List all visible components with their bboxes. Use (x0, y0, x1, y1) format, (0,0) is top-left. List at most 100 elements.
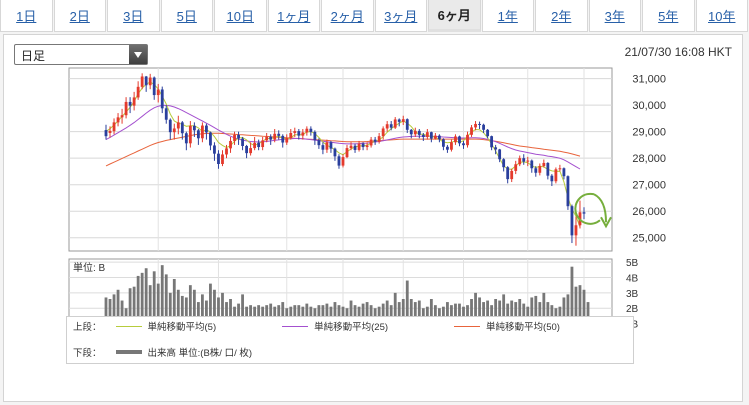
candle-body (574, 225, 578, 236)
candle-body (285, 138, 289, 143)
price-y-tick-label: 30,000 (632, 100, 666, 112)
candle-body (361, 143, 365, 148)
candle-body (265, 136, 269, 141)
candle-body (245, 145, 248, 154)
candle-body (474, 123, 477, 128)
candle-body (486, 129, 490, 137)
candle-body (466, 134, 469, 146)
annotation-arrow-shaft (593, 193, 607, 223)
volume-bar (176, 289, 180, 339)
candle-body (506, 167, 510, 180)
tab-2[interactable]: 2日 (53, 0, 106, 32)
tab-9[interactable]: 6ヶ月 (428, 0, 481, 32)
candle-body (321, 145, 325, 150)
tab-6[interactable]: 1ヶ月 (267, 0, 320, 32)
legend-ma50-label: 単純移動平均(50) (486, 322, 560, 333)
candle-body (132, 97, 136, 106)
candle-body (554, 169, 558, 182)
candle-body (229, 140, 232, 149)
candle-body (478, 123, 481, 125)
tab-11[interactable]: 2年 (535, 0, 588, 32)
candle-body (357, 143, 361, 150)
chart-type-select[interactable]: 日足 (14, 44, 148, 65)
tab-14[interactable]: 10年 (695, 0, 748, 32)
candle-body (156, 89, 160, 96)
candle-body (437, 135, 441, 140)
price-y-tick-label: 31,000 (632, 74, 666, 86)
legend-lower-label: 下段： (73, 348, 102, 359)
candle-body (526, 160, 530, 162)
candle-body (301, 132, 305, 136)
candle-body (409, 129, 413, 135)
candle-body (353, 145, 357, 150)
volume-y-tick-label: 3B (626, 289, 639, 300)
candle-body (518, 158, 522, 165)
candle-body (498, 149, 502, 160)
candle-body (213, 145, 216, 154)
candle-body (200, 125, 204, 139)
candle-body (148, 77, 152, 86)
volume-bar (542, 292, 546, 339)
volume-bar (132, 286, 136, 339)
candle-body (253, 142, 257, 149)
tab-12[interactable]: 3年 (588, 0, 641, 32)
candle-body (534, 168, 538, 173)
tab-10[interactable]: 1年 (481, 0, 534, 32)
legend-item-ma25: 単純移動平均(25) (268, 319, 388, 333)
tab-8[interactable]: 3ヶ月 (374, 0, 427, 32)
candle-body (168, 119, 172, 133)
candle-body (365, 145, 369, 148)
candle-body (164, 108, 168, 120)
volume-bar (152, 271, 156, 339)
volume-unit-label: 単位: B (73, 261, 106, 274)
legend-volume-label: 出来高 単位:(B株/ 口/ 枚) (147, 348, 253, 359)
candle-body (180, 122, 184, 134)
tab-7[interactable]: 2ヶ月 (321, 0, 374, 32)
price-y-tick-label: 27,000 (632, 180, 666, 192)
candle-body (502, 159, 506, 168)
volume-bar (582, 289, 586, 339)
candle-body (433, 135, 437, 139)
candle-body (104, 130, 108, 137)
candle-body (401, 119, 405, 122)
chart-type-select-value: 日足 (21, 49, 46, 63)
candle-body (454, 136, 457, 143)
volume-bar (116, 289, 120, 339)
legend-row-lower: 下段： 出来高 単位:(B株/ 口/ 枚) (73, 345, 252, 359)
tab-4[interactable]: 5日 (160, 0, 213, 32)
candle-body (176, 122, 180, 129)
price-y-tick-label: 29,000 (632, 127, 666, 139)
volume-bar (570, 266, 574, 339)
volume-bar (221, 292, 224, 339)
volume-y-tick-label: 5B (626, 258, 639, 269)
volume-bar (213, 289, 216, 339)
candle-body (542, 162, 546, 167)
volume-bar (160, 265, 164, 339)
candle-body (277, 133, 281, 136)
legend-item-volume: 出来高 単位:(B株/ 口/ 枚) (102, 345, 253, 359)
candle-body (494, 147, 498, 150)
tab-1[interactable]: 1日 (0, 0, 53, 32)
candle-body (522, 158, 526, 162)
legend-row-upper: 上段： 単純移動平均(5) 単純移動平均(25) 単純移動平均(50) (73, 319, 560, 333)
tab-3[interactable]: 3日 (107, 0, 160, 32)
candle-body (289, 132, 293, 139)
candle-body (389, 124, 393, 128)
volume-bar (393, 292, 397, 339)
volume-y-tick-label: 2B (626, 304, 639, 315)
candle-body (482, 124, 485, 130)
volume-bar (148, 285, 152, 339)
candle-body (112, 122, 116, 132)
candle-body (309, 128, 313, 132)
tab-5[interactable]: 10日 (214, 0, 267, 32)
legend-ma5-label: 単純移動平均(5) (147, 322, 217, 333)
volume-bar (192, 289, 196, 339)
candle-body (558, 168, 562, 170)
price-y-tick-label: 25,000 (632, 233, 666, 245)
volume-bar (144, 268, 148, 339)
volume-bar (474, 292, 477, 339)
annotation-arrow-head (600, 216, 612, 229)
legend-swatch-ma5 (115, 325, 142, 327)
candle-body (233, 134, 236, 141)
tab-13[interactable]: 5年 (642, 0, 695, 32)
